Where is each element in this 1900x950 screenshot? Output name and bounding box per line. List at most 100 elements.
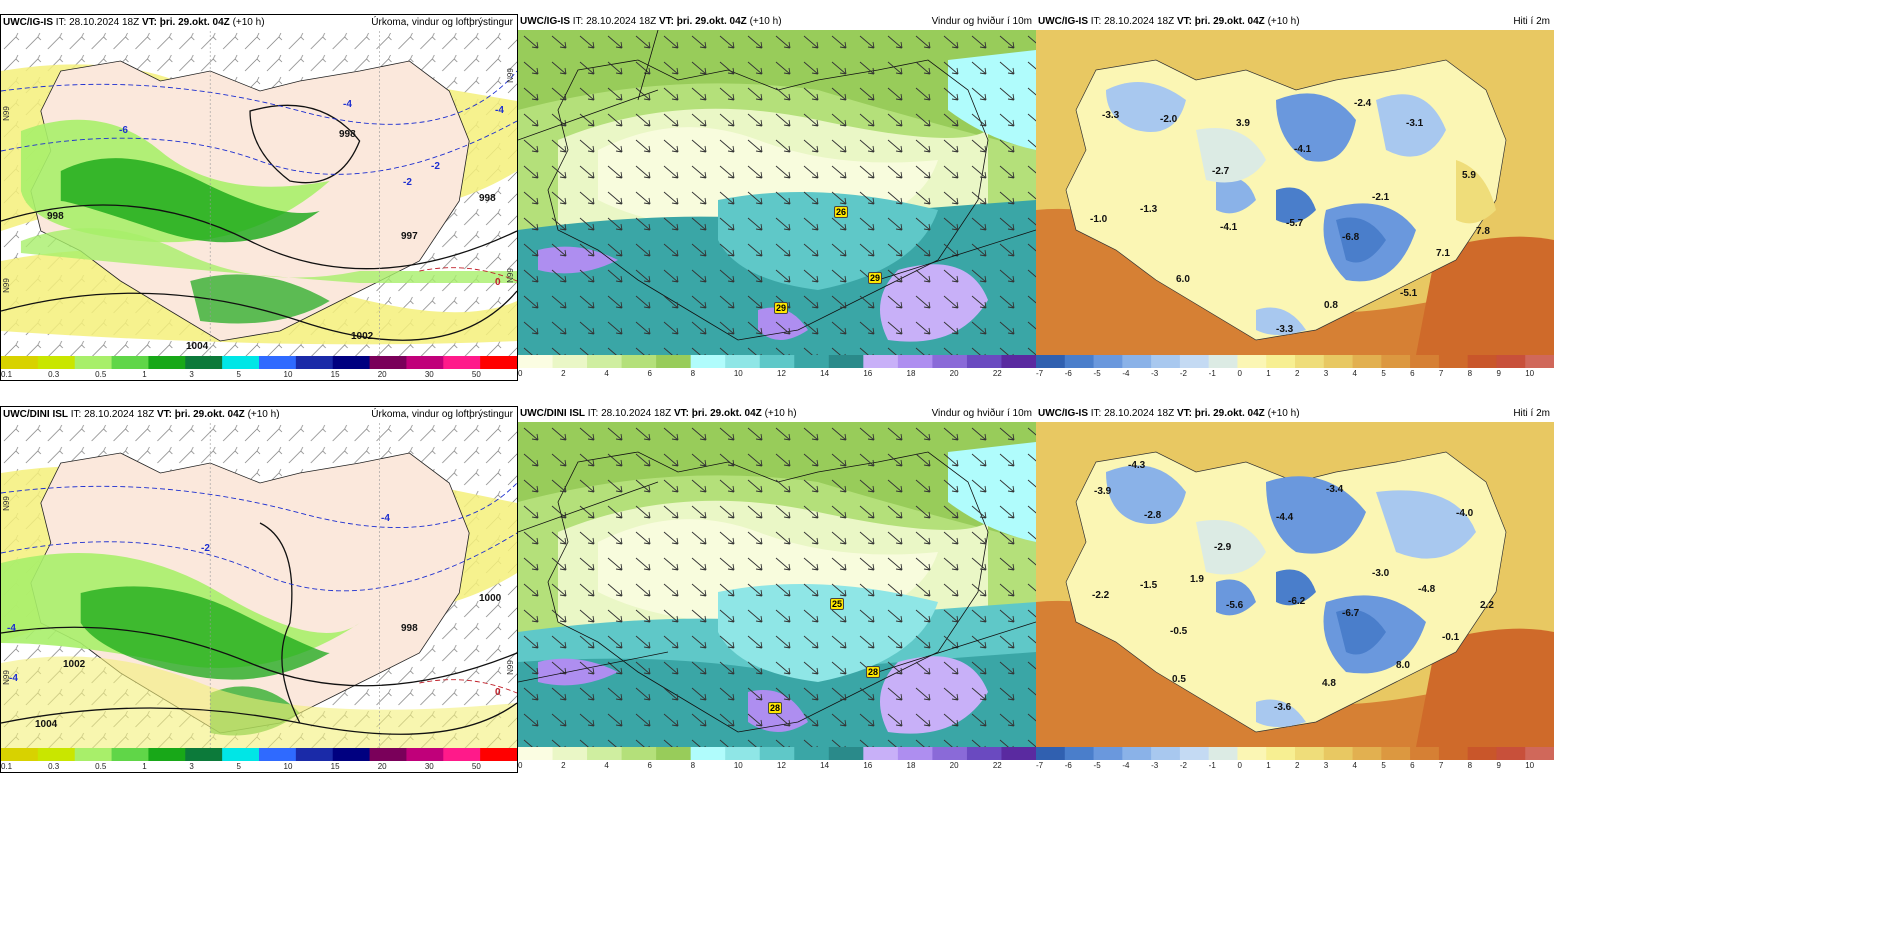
legend-tick: 1 bbox=[142, 370, 147, 379]
legend-ticks: -7 -6 -5 -4 -3 -2 -1 0 1 2 3 4 5 6 7 8 9 10 bbox=[1036, 761, 1554, 771]
temp-map[interactable]: -3.3 -2.0 3.9 -2.4 -3.1 -4.1 -2.7 5.9 -1… bbox=[1036, 30, 1554, 355]
legend-tick: 15 bbox=[330, 762, 340, 771]
side-tick: N99 bbox=[1, 670, 11, 685]
temp-value: 7.8 bbox=[1476, 226, 1490, 237]
legend-swatch bbox=[759, 355, 795, 368]
panel-header: UWC/IG-IS IT: 28.10.2024 18Z VT: þri. 29… bbox=[518, 14, 1036, 30]
pressure-label: 998 bbox=[339, 129, 356, 140]
legend-swatch bbox=[295, 356, 334, 369]
precip-map[interactable]: 998 997 1002 1004 998 998 -4 -6 -2 -2 0 … bbox=[1, 31, 517, 356]
wind-map[interactable]: 26 29 29 bbox=[518, 30, 1036, 355]
legend-swatch bbox=[1323, 747, 1354, 760]
it-value: 28.10.2024 18Z bbox=[586, 16, 657, 27]
legend-tick: 5 bbox=[1381, 369, 1386, 378]
legend-swatch bbox=[897, 747, 933, 760]
it-label: IT: bbox=[1090, 16, 1102, 27]
legend-swatch bbox=[74, 356, 113, 369]
wind-legend: 0 2 4 6 8 10 12 14 16 18 20 22 bbox=[518, 747, 1036, 771]
temp-value: 7.1 bbox=[1436, 248, 1450, 259]
legend-tick: 0.1 bbox=[1, 762, 13, 771]
wind-panel-bottom: UWC/DINI ISL IT: 28.10.2024 18Z VT: þri.… bbox=[518, 406, 1036, 773]
model-name: UWC/DINI ISL bbox=[3, 409, 68, 420]
vt-label: VT: bbox=[1176, 408, 1192, 419]
panel-title: Úrkoma, vindur og loftþrýstingur bbox=[371, 409, 513, 420]
temp-value: -5.7 bbox=[1286, 218, 1304, 229]
isotherm-label: -4 bbox=[9, 673, 18, 684]
legend-swatch bbox=[406, 748, 444, 761]
temp-value: -3.0 bbox=[1372, 568, 1390, 579]
legend-swatch bbox=[690, 747, 726, 760]
legend-swatch bbox=[1, 356, 39, 369]
legend-swatch bbox=[1410, 355, 1440, 368]
legend-tick: 0.3 bbox=[48, 762, 60, 771]
pressure-label: 998 bbox=[401, 623, 418, 634]
legend-ticks: -7 -6 -5 -4 -3 -2 -1 0 1 2 3 4 5 6 7 8 9 10 bbox=[1036, 369, 1554, 379]
gust-marker: 26 bbox=[834, 206, 849, 218]
legend-tick: 2 bbox=[561, 761, 566, 770]
legend-swatch bbox=[1323, 355, 1354, 368]
legend-tick: 3 bbox=[189, 370, 194, 379]
legend-tick: -1 bbox=[1208, 369, 1216, 378]
it-value: 28.10.2024 18Z bbox=[1104, 408, 1175, 419]
temp-value: 1.9 bbox=[1190, 574, 1204, 585]
panel-meta: UWC/IG-IS IT: 28.10.2024 18Z VT: þri. 29… bbox=[1038, 406, 1300, 422]
legend-tick: 22 bbox=[992, 369, 1002, 378]
it-value: 28.10.2024 18Z bbox=[69, 17, 140, 28]
it-label: IT: bbox=[587, 408, 599, 419]
legend-tick: 7 bbox=[1438, 369, 1444, 378]
temp-value: -3.6 bbox=[1274, 702, 1292, 713]
isotherm-label: -4 bbox=[7, 623, 16, 634]
pressure-label: 1004 bbox=[186, 341, 209, 352]
legend-tick: 4 bbox=[604, 761, 609, 770]
temp-value: -6.7 bbox=[1342, 608, 1360, 619]
legend-tick: 3 bbox=[189, 762, 194, 771]
panel-title: Vindur og hviður í 10m bbox=[931, 408, 1032, 419]
temp-value: 6.0 bbox=[1176, 274, 1190, 285]
panel-title: Úrkoma, vindur og loftþrýstingur bbox=[371, 17, 513, 28]
temp-legend: -7 -6 -5 -4 -3 -2 -1 0 1 2 3 4 5 6 7 8 9 10 bbox=[1036, 747, 1554, 771]
legend-tick: 5 bbox=[236, 762, 241, 771]
temp-value: -5.6 bbox=[1226, 600, 1244, 611]
legend-swatch bbox=[111, 748, 149, 761]
isotherm-label: -2 bbox=[403, 177, 412, 188]
legend-tick: 10 bbox=[733, 761, 743, 770]
panel-title: Hiti í 2m bbox=[1513, 408, 1550, 419]
legend-swatch bbox=[552, 355, 588, 368]
temp-value: 0.8 bbox=[1324, 300, 1338, 311]
lead-time: (+10 h) bbox=[1267, 16, 1300, 27]
legend-swatch bbox=[1410, 747, 1440, 760]
legend-tick: 10 bbox=[733, 369, 743, 378]
vt-value: þri. 29.okt. 04Z bbox=[1194, 408, 1265, 419]
legend-tick: 14 bbox=[820, 761, 830, 770]
legend-swatch bbox=[1122, 355, 1152, 368]
wind-map[interactable]: 25 28 28 bbox=[518, 422, 1036, 747]
vt-value: þri. 29.okt. 04Z bbox=[676, 16, 747, 27]
legend-tick: 6 bbox=[1410, 761, 1415, 770]
legend-tick: -4 bbox=[1122, 761, 1130, 770]
temp-value: 8.0 bbox=[1396, 660, 1410, 671]
vt-label: VT: bbox=[658, 16, 674, 27]
legend-swatch bbox=[1093, 747, 1123, 760]
pressure-label: 1002 bbox=[63, 659, 86, 670]
temp-value: -4.8 bbox=[1418, 584, 1436, 595]
legend-tick: 9 bbox=[1496, 761, 1501, 770]
isotherm-label: 0 bbox=[495, 687, 501, 698]
temp-value: -3.4 bbox=[1326, 484, 1344, 495]
side-tick: N99 bbox=[505, 268, 515, 283]
legend-tick: 8 bbox=[1467, 369, 1473, 378]
side-tick: N99 bbox=[505, 660, 515, 675]
legend-tick: -3 bbox=[1151, 369, 1159, 378]
precip-map[interactable]: 998 1002 1004 1000 -4 -4 -2 -4 0 N99 N99… bbox=[1, 423, 517, 748]
gust-marker: 28 bbox=[866, 666, 881, 678]
legend-tick: 1 bbox=[142, 762, 147, 771]
legend-swatch bbox=[443, 748, 481, 761]
temp-map[interactable]: -4.3 -3.9 -2.8 -3.4 -4.4 -4.0 -2.9 -3.0 … bbox=[1036, 422, 1554, 747]
wind-panel-top: UWC/IG-IS IT: 28.10.2024 18Z VT: þri. 29… bbox=[518, 14, 1036, 381]
legend-tick: 50 bbox=[471, 762, 481, 771]
legend-tick: -6 bbox=[1064, 761, 1072, 770]
legend-ticks: 0.1 0.3 0.5 1 3 5 10 15 20 30 50 bbox=[1, 370, 517, 380]
legend-tick: 12 bbox=[777, 761, 786, 770]
temp-value: -5.1 bbox=[1400, 288, 1418, 299]
legend-swatch bbox=[1064, 747, 1095, 760]
legend-tick: 15 bbox=[330, 370, 340, 379]
